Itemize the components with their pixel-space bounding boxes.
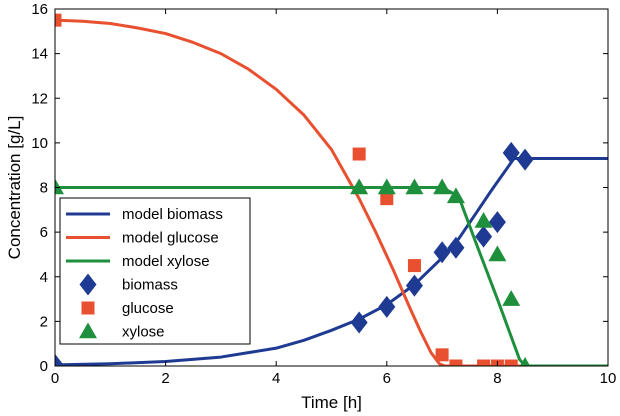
xylose-point [474, 211, 493, 228]
model-biomass-line [55, 156, 608, 366]
legend-swatch-xylose [79, 322, 97, 339]
y-axis-label: Concentration [g/L] [5, 116, 24, 260]
glucose-point [55, 13, 62, 27]
biomass-point [516, 148, 534, 171]
xylose-point [433, 178, 452, 195]
biomass-point [350, 311, 368, 334]
y-tick-label: 4 [40, 269, 48, 286]
biomass-point [378, 295, 396, 318]
legend-label-model-glucose: model glucose [122, 230, 219, 247]
glucose-point [449, 359, 463, 366]
xylose-point [350, 178, 369, 195]
x-tick-label: 10 [600, 370, 617, 387]
xylose-point [502, 290, 521, 306]
x-tick-label: 2 [161, 370, 169, 387]
biomass-point [475, 225, 493, 248]
glucose-point [504, 359, 518, 366]
y-tick-label: 12 [31, 90, 48, 107]
legend-label-model-xylose: model xylose [122, 253, 210, 270]
x-tick-label: 8 [493, 370, 501, 387]
legend-swatch-glucose [81, 301, 95, 315]
legend-label-glucose: glucose [122, 300, 174, 317]
y-tick-label: 14 [31, 46, 48, 63]
biomass-point [488, 211, 506, 234]
glucose-point [477, 359, 491, 366]
biomass-point [55, 353, 64, 366]
x-axis-label: Time [h] [301, 393, 362, 412]
y-tick-label: 0 [40, 358, 48, 375]
glucose-point [407, 259, 421, 273]
legend-swatch-biomass [79, 273, 97, 296]
xylose-point [55, 178, 64, 195]
legend-label-model-biomass: model biomass [122, 206, 223, 223]
x-tick-label: 4 [272, 370, 280, 387]
biomass-point [502, 141, 520, 164]
xylose-point [446, 187, 465, 204]
glucose-point [435, 348, 449, 362]
y-tick-label: 6 [40, 224, 48, 241]
legend-label-biomass: biomass [122, 277, 178, 294]
y-tick-label: 8 [40, 180, 48, 197]
glucose-point [352, 147, 366, 161]
y-tick-label: 10 [31, 135, 48, 152]
xylose-point [488, 245, 507, 262]
legend-label-xylose: xylose [122, 324, 165, 341]
x-tick-label: 6 [383, 370, 391, 387]
glucose-point [380, 192, 394, 206]
y-tick-label: 16 [31, 1, 48, 18]
biomass-point [447, 236, 465, 259]
xylose-point [377, 178, 396, 195]
biomass-point [433, 241, 451, 264]
xylose-point [405, 178, 424, 195]
biomass-point [405, 274, 423, 297]
x-tick-label: 0 [51, 370, 59, 387]
xylose-point [519, 357, 531, 366]
legend-box [59, 197, 251, 345]
y-tick-label: 2 [40, 313, 48, 330]
